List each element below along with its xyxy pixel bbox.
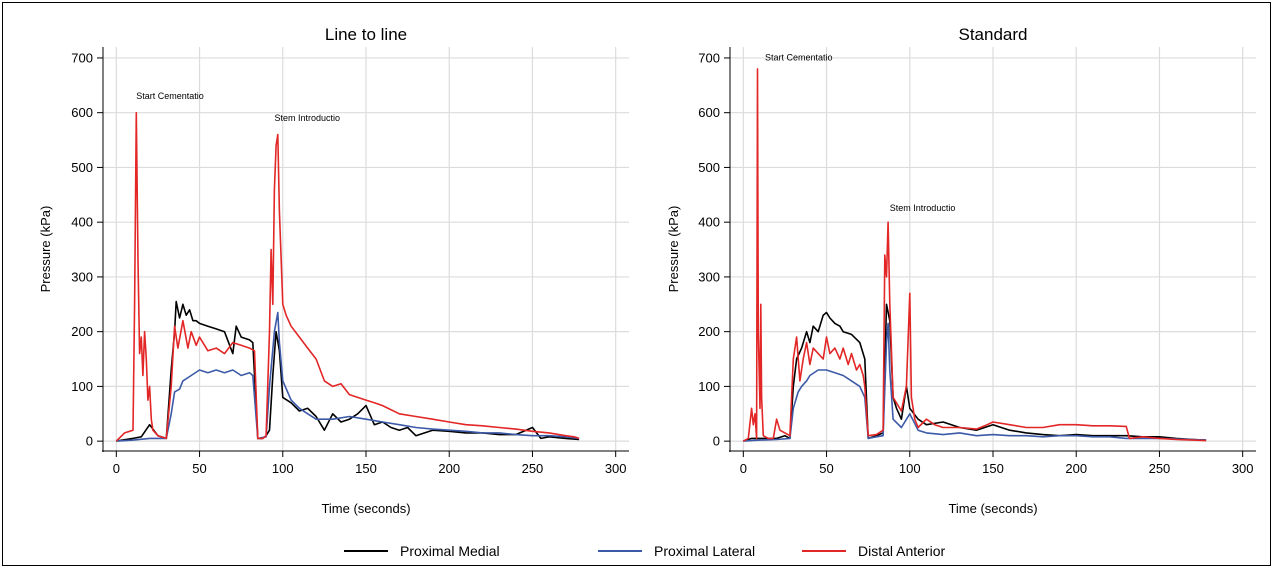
x-tick-label: 300 <box>605 461 627 476</box>
series-line-distal-anterior <box>115 111 580 442</box>
y-tick-label: 100 <box>71 379 93 394</box>
y-tick-label: 300 <box>698 269 720 284</box>
y-tick-label: 600 <box>698 105 720 120</box>
annotation-stem-introductio: Stem Introductio <box>890 203 956 213</box>
y-tick-label: 400 <box>71 215 93 230</box>
y-tick-label: 500 <box>71 160 93 175</box>
x-tick-label: 150 <box>982 461 1004 476</box>
x-tick-label: 50 <box>192 461 206 476</box>
legend-label-proximal-lateral: Proximal Lateral <box>654 543 755 559</box>
chart-title: Standard <box>959 25 1028 44</box>
chart-panel-standard: 0 50 100 150 200 250 300 0 100 200 300 400 500 600 700… <box>666 25 1256 516</box>
annotation-stem-introductio: Stem Introductio <box>274 113 340 123</box>
series-line-proximal-medial <box>116 300 580 442</box>
annotation-start-cementatio: Start Cementatio <box>765 53 833 63</box>
y-axis-label: Pressure (kPa) <box>666 206 681 293</box>
chart-title: Line to line <box>325 25 407 44</box>
y-tick-label: 100 <box>698 379 720 394</box>
x-tick-label: 150 <box>355 461 377 476</box>
series-line-proximal-lateral <box>116 311 580 442</box>
annotation-start-cementatio: Start Cementatio <box>136 91 204 101</box>
y-tick-label: 200 <box>71 324 93 339</box>
x-tick-label: 100 <box>899 461 921 476</box>
x-tick-label: 300 <box>1232 461 1254 476</box>
x-tick-label: 250 <box>1149 461 1171 476</box>
series-line-distal-anterior <box>742 68 1207 442</box>
y-tick-label: 300 <box>71 269 93 284</box>
series-line-proximal-lateral <box>743 322 1207 442</box>
x-tick-label: 250 <box>522 461 544 476</box>
x-tick-label: 0 <box>113 461 120 476</box>
legend-label-proximal-medial: Proximal Medial <box>400 543 500 559</box>
y-tick-label: 0 <box>86 434 93 449</box>
x-tick-label: 50 <box>819 461 833 476</box>
x-tick-label: 0 <box>740 461 747 476</box>
y-axis-label: Pressure (kPa) <box>38 206 53 293</box>
chart-panel-line-to-line: 0 50 100 150 200 250 300 0 100 200 300 400 500 600 700… <box>38 25 629 516</box>
x-axis-label: Time (seconds) <box>321 501 410 516</box>
y-tick-label: 700 <box>71 50 93 65</box>
legend: Proximal Medial Proximal Lateral Distal An… <box>344 543 945 559</box>
y-tick-label: 400 <box>698 215 720 230</box>
x-axis-label: Time (seconds) <box>948 501 1037 516</box>
y-tick-label: 0 <box>713 434 720 449</box>
y-tick-label: 600 <box>71 105 93 120</box>
legend-label-distal-anterior: Distal Anterior <box>858 543 945 559</box>
x-tick-label: 200 <box>1065 461 1087 476</box>
x-tick-label: 200 <box>438 461 460 476</box>
y-tick-label: 500 <box>698 160 720 175</box>
x-tick-label: 100 <box>272 461 294 476</box>
y-tick-label: 700 <box>698 50 720 65</box>
y-tick-label: 200 <box>698 324 720 339</box>
